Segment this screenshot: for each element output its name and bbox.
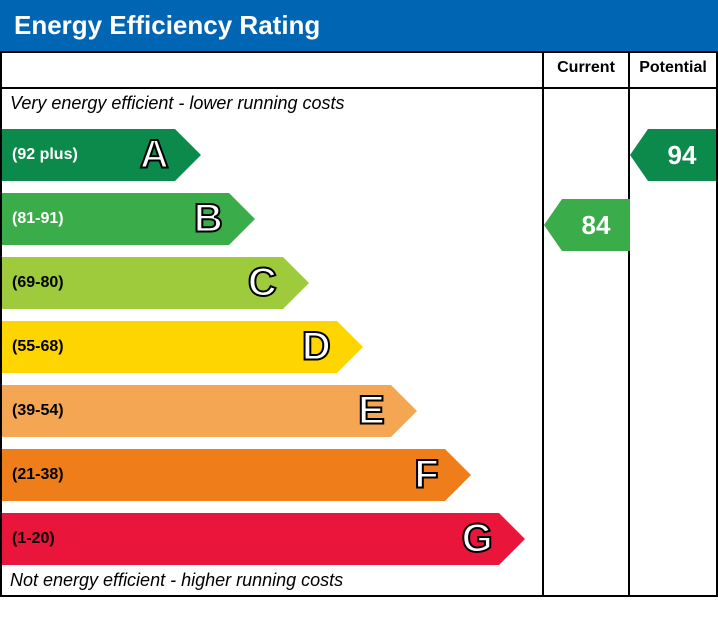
band-letter: E [358,389,385,434]
potential-value: 94 [668,140,697,171]
band-letter: D [302,325,331,370]
bands-column: Very energy efficient - lower running co… [2,53,544,595]
chart-title: Energy Efficiency Rating [0,0,718,51]
band-bar: (81-91) B [2,193,229,245]
bands-body: Very energy efficient - lower running co… [2,89,542,595]
band-bar: (69-80) C [2,257,283,309]
potential-body: 94 [630,89,716,595]
chevron-left-icon [544,199,562,251]
band-bar: (55-68) D [2,321,337,373]
current-body: 84 [544,89,628,595]
band-range: (1-20) [2,530,55,548]
bands-container: (92 plus) A (81-91) B (69-80) C (55-68) D (39-54… [2,123,542,577]
current-header: Current [544,53,628,89]
band-range: (39-54) [2,402,64,420]
band-e: (39-54) E [2,385,542,437]
band-range: (69-80) [2,274,64,292]
potential-marker: 94 [648,129,716,181]
potential-column: Potential 94 [630,53,716,595]
note-efficient: Very energy efficient - lower running co… [10,93,345,114]
band-f: (21-38) F [2,449,542,501]
band-bar: (39-54) E [2,385,391,437]
chevron-right-icon [445,449,471,501]
band-letter: B [194,197,223,242]
band-range: (21-38) [2,466,64,484]
bands-header [2,53,542,89]
current-column: Current 84 [544,53,630,595]
note-inefficient: Not energy efficient - higher running co… [10,570,343,591]
chevron-left-icon [630,129,648,181]
band-range: (55-68) [2,338,64,356]
band-letter: A [140,133,169,178]
epc-chart: Energy Efficiency Rating Very energy eff… [0,0,718,597]
band-bar: (92 plus) A [2,129,175,181]
potential-header: Potential [630,53,716,89]
band-bar: (21-38) F [2,449,445,501]
band-c: (69-80) C [2,257,542,309]
chevron-right-icon [175,129,201,181]
chevron-right-icon [391,385,417,437]
band-letter: C [248,261,277,306]
band-b: (81-91) B [2,193,542,245]
chevron-right-icon [499,513,525,565]
chevron-right-icon [337,321,363,373]
chevron-right-icon [229,193,255,245]
current-value: 84 [582,210,611,241]
chart-table: Very energy efficient - lower running co… [0,51,718,597]
band-g: (1-20) G [2,513,542,565]
current-marker: 84 [562,199,630,251]
band-letter: F [414,453,438,498]
band-range: (81-91) [2,210,64,228]
chevron-right-icon [283,257,309,309]
band-d: (55-68) D [2,321,542,373]
band-bar: (1-20) G [2,513,499,565]
band-range: (92 plus) [2,146,78,164]
band-letter: G [462,517,493,562]
band-a: (92 plus) A [2,129,542,181]
